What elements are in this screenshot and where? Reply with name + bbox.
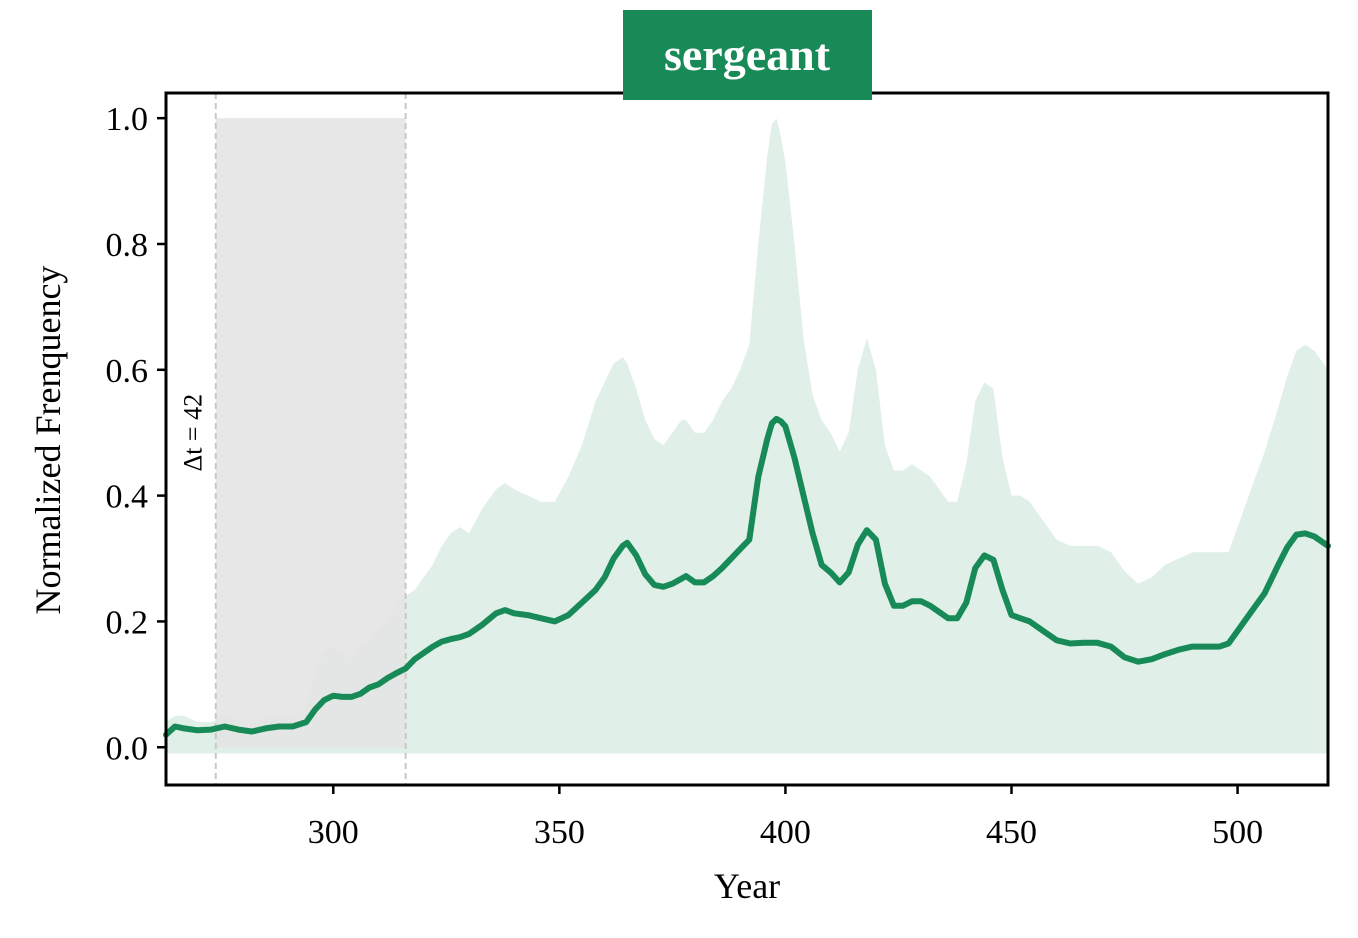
y-axis-title: Normalized Frenquency [28, 266, 68, 615]
title-badge [623, 10, 872, 100]
highlight-region [215, 118, 406, 748]
x-axis: 300 350 400 450 500 [308, 785, 1263, 851]
x-tick-label: 300 [308, 814, 359, 851]
x-axis-title: Year [714, 866, 780, 906]
x-tick-label: 500 [1212, 814, 1263, 851]
plot-area [163, 93, 1331, 785]
x-tick-label: 450 [986, 814, 1037, 851]
y-tick-label: 1.0 [106, 101, 149, 138]
x-tick-label: 400 [760, 814, 811, 851]
chart-title: sergeant [664, 29, 831, 80]
interval-annotation: Δt = 42 [179, 394, 208, 472]
confidence-band [166, 118, 1328, 754]
y-tick-label: 0.6 [106, 353, 149, 390]
x-tick-label: 350 [534, 814, 585, 851]
y-tick-label: 0.4 [106, 479, 149, 516]
y-tick-label: 0.0 [106, 730, 149, 767]
y-axis: 0.0 0.2 0.4 0.6 0.8 1.0 [106, 101, 166, 767]
series-line [163, 415, 1331, 738]
y-tick-label: 0.8 [106, 227, 149, 264]
y-tick-label: 0.2 [106, 604, 149, 641]
